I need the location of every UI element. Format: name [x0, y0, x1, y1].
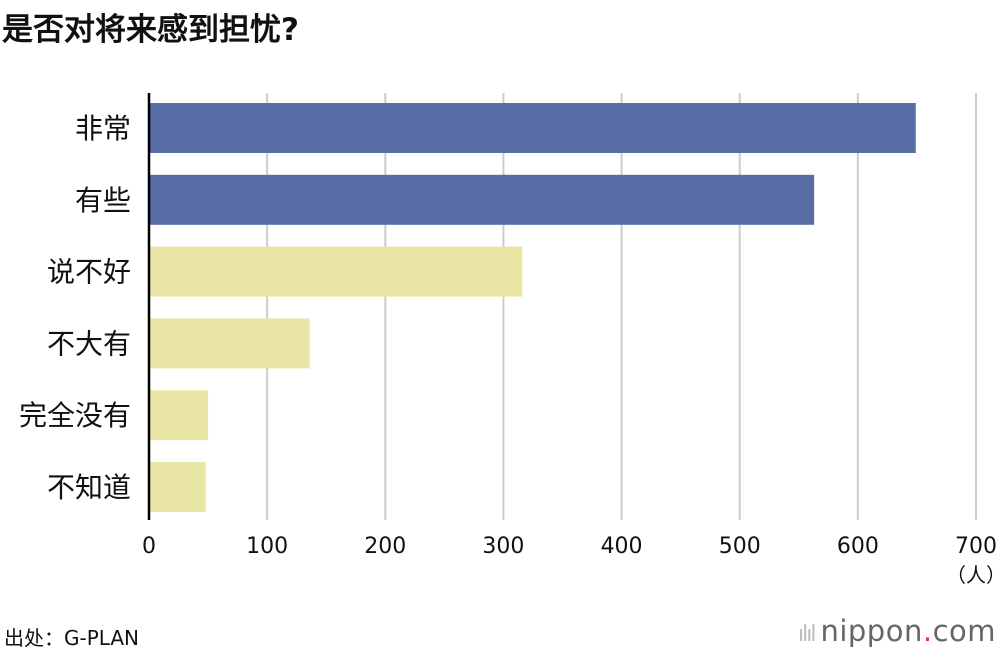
logo-tld: com [932, 614, 996, 648]
x-tick-label: 700 [955, 534, 997, 559]
x-tick-label: 200 [364, 534, 406, 559]
category-label: 完全没有 [19, 399, 131, 432]
category-label: 有些 [75, 184, 131, 217]
x-tick-label: 0 [142, 534, 156, 559]
bar [149, 318, 310, 369]
x-tick-label: 500 [719, 534, 761, 559]
x-unit-label: （人） [946, 563, 1000, 587]
x-tick-label: 400 [601, 534, 643, 559]
category-label: 非常 [75, 112, 131, 145]
logo-bars-icon: ılıl [798, 622, 817, 647]
source-note: 出处：G-PLAN [4, 626, 140, 650]
category-label: 说不好 [47, 256, 131, 289]
nippon-logo: ılıl nippon.com [798, 614, 996, 648]
bar [149, 174, 815, 225]
chart-title: 是否对将来感到担忧? [2, 12, 299, 48]
bar [149, 462, 206, 512]
category-label: 不知道 [47, 471, 131, 504]
x-tick-label: 100 [246, 534, 288, 559]
bar [149, 246, 523, 297]
logo-dot: . [922, 614, 933, 648]
logo-name: nippon [820, 614, 923, 648]
bar [149, 390, 209, 441]
category-label: 不大有 [47, 327, 131, 360]
bar [149, 103, 916, 153]
x-tick-label: 300 [482, 534, 524, 559]
x-tick-label: 600 [837, 534, 879, 559]
